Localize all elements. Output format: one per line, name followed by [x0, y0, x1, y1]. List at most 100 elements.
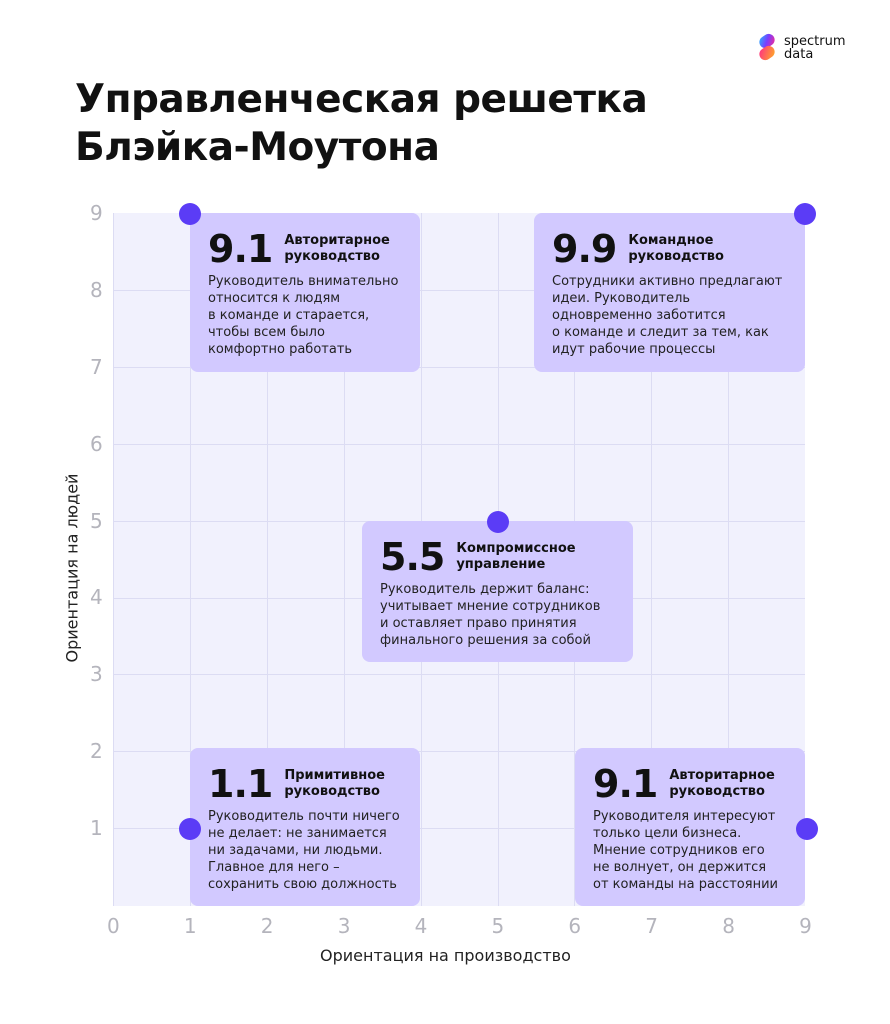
grid-line-vertical [343, 213, 345, 906]
card-description-line: Главное для него – [208, 860, 340, 875]
card-description-line: в команде и старается, [208, 308, 370, 323]
card-description-line: относится к людям [208, 291, 341, 306]
quadrant-card: 9.1 Авторитарное руководство Руководитель в… [190, 213, 420, 372]
grid-line-horizontal [113, 443, 805, 445]
title-line: Управленческая решетка [75, 77, 648, 122]
card-title-line: руководство [669, 784, 765, 799]
x-tick-label: 9 [799, 914, 812, 938]
y-tick-label: 4 [90, 585, 103, 610]
grid-line-vertical [266, 213, 268, 906]
grid-line-vertical [113, 213, 114, 906]
quadrant-card: 1.1 Примитивное руководство Руководитель по… [190, 748, 420, 906]
card-description-line: идеи. Руководитель [552, 291, 691, 306]
card-header: 9.9 Командное руководство [552, 229, 787, 269]
grid-line-horizontal [113, 828, 805, 830]
card-description-line: чтобы всем было [208, 325, 325, 340]
card-title-line: руководство [284, 784, 380, 799]
y-tick-label: 3 [90, 662, 103, 687]
card-description-line: одновременно заботится [552, 308, 726, 323]
x-axis-label: Ориентация на производство [320, 946, 571, 965]
card-title-line: управление [456, 557, 546, 572]
y-tick-label: 5 [90, 508, 103, 533]
spectrum-logo-icon [759, 33, 775, 61]
y-tick-label: 1 [90, 816, 103, 841]
grid-line-horizontal [113, 289, 805, 291]
x-tick-label: 7 [645, 914, 659, 938]
grid-line-horizontal [113, 366, 805, 368]
x-tick-label: 8 [722, 914, 735, 938]
data-point [178, 818, 201, 841]
card-description-line: учитывает мнение сотрудников [380, 599, 601, 614]
x-tick-label: 0 [107, 914, 120, 938]
y-tick-label: 2 [90, 739, 103, 764]
data-point [486, 510, 509, 533]
data-point [178, 202, 201, 225]
card-title-line: Примитивное [284, 768, 385, 783]
x-tick-label: 6 [568, 914, 582, 938]
card-description-line: финального решения за собой [380, 633, 591, 648]
x-tick-label: 2 [260, 914, 274, 938]
card-title: Командное руководство [628, 233, 724, 265]
grid-line-vertical [189, 213, 191, 906]
y-tick-label: 6 [90, 431, 103, 456]
data-point [794, 202, 817, 225]
card-code: 1.1 [208, 762, 273, 806]
card-header: 5.5 Компромиссное управление [380, 537, 615, 577]
card-title: Авторитарное руководство [284, 233, 390, 265]
y-tick-label: 8 [90, 277, 103, 302]
card-title-line: руководство [284, 249, 380, 264]
card-description: Руководитель внимательно относится к людя… [208, 273, 402, 358]
grid-line-vertical [728, 213, 730, 906]
card-description: Сотрудники активно предлагают идеи. Руков… [552, 273, 787, 358]
logo-text-line2: data [784, 47, 814, 62]
card-description-line: ни задачами, ни людьми. [208, 843, 383, 858]
card-code: 9.9 [552, 227, 617, 271]
card-title-line: Командное [628, 233, 714, 248]
card-code: 9.1 [208, 227, 273, 271]
card-title-line: Авторитарное [669, 768, 775, 783]
x-tick-label: 4 [414, 914, 428, 938]
card-title: Авторитарное руководство [669, 768, 775, 800]
card-description: Руководитель почти ничего не делает: не з… [208, 808, 402, 893]
card-header: 9.1 Авторитарное руководство [208, 229, 402, 269]
quadrant-card: 9.9 Командное руководство Сотрудники активн… [534, 213, 805, 372]
card-description: Руководителя интересуют только цели бизне… [593, 808, 787, 893]
grid-line-vertical [651, 213, 653, 906]
title-line: Блэйка-Моутона [75, 125, 440, 170]
x-tick-label: 5 [491, 914, 505, 938]
card-description-line: комфортно работать [208, 342, 353, 357]
card-code: 5.5 [380, 535, 445, 579]
grid-line-horizontal [113, 674, 805, 676]
card-description-line: о команде и следит за тем, как [552, 325, 769, 340]
card-description-line: не делает: не занимается [208, 826, 387, 841]
card-header: 9.1 Авторитарное руководство [593, 764, 787, 804]
x-tick-label: 3 [337, 914, 351, 938]
page-title: Управленческая решетка Блэйка-Моутона [75, 76, 648, 172]
card-code: 9.1 [593, 762, 658, 806]
card-description-line: только цели бизнеса. [593, 826, 742, 841]
card-title-line: Компромиссное [456, 541, 576, 556]
card-description: Руководитель держит баланс: учитывает мне… [380, 581, 615, 649]
card-description-line: и оставляет право принятия [380, 616, 577, 631]
card-description-line: Руководитель внимательно [208, 274, 399, 289]
data-point [796, 818, 819, 841]
card-description-line: Руководитель почти ничего [208, 809, 400, 824]
y-tick-label: 9 [90, 200, 103, 225]
logo: spectrum data [756, 33, 846, 63]
quadrant-card: 9.1 Авторитарное руководство Руководителя и… [575, 748, 805, 906]
quadrant-card: 5.5 Компромиссное управление Руководитель д… [362, 521, 633, 662]
x-tick-label: 1 [183, 914, 197, 938]
card-description-line: не волнует, он держится [593, 860, 767, 875]
card-title: Примитивное руководство [284, 768, 385, 800]
y-axis-label: Ориентация на людей [62, 473, 82, 663]
logo-text-line1: spectrum [784, 34, 846, 49]
card-description-line: Сотрудники активно предлагают [552, 274, 783, 289]
card-description-line: Руководитель держит баланс: [380, 582, 590, 597]
card-description-line: от команды на расстоянии [593, 877, 778, 892]
grid-line-horizontal [113, 751, 805, 753]
card-header: 1.1 Примитивное руководство [208, 764, 402, 804]
card-description-line: сохранить свою должность [208, 877, 397, 892]
card-description-line: идут рабочие процессы [552, 342, 716, 357]
card-description-line: Руководителя интересуют [593, 809, 776, 824]
card-description-line: Мнение сотрудников его [593, 843, 765, 858]
